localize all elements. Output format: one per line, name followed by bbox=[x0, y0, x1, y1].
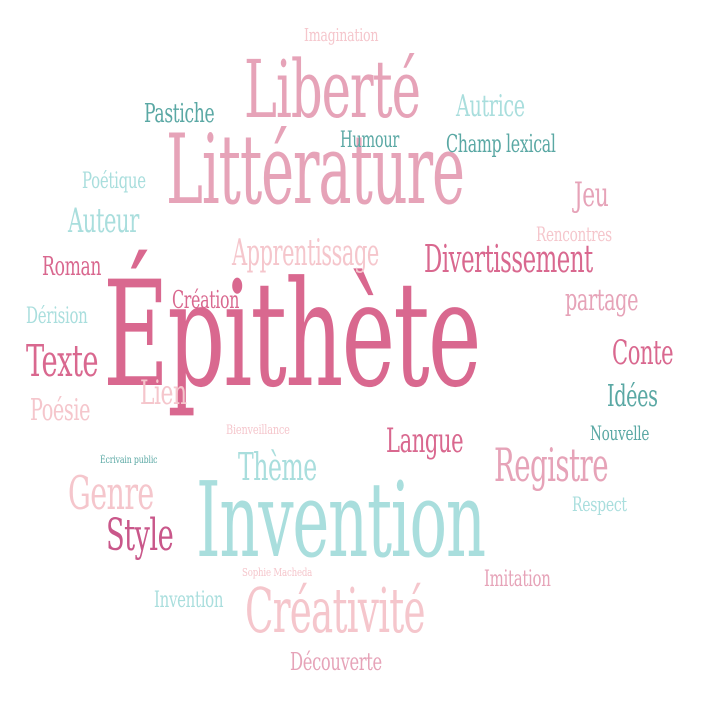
word-auteur: Auteur bbox=[68, 201, 139, 241]
word-liberte: Liberté bbox=[244, 43, 421, 136]
word-registre: Registre bbox=[494, 438, 609, 492]
word-humour: Humour bbox=[340, 128, 400, 153]
word-roman: Roman bbox=[42, 252, 102, 282]
word-pastiche: Pastiche bbox=[144, 99, 215, 129]
word-poesie: Poésie bbox=[30, 393, 91, 428]
word-decouverte: Découverte bbox=[290, 648, 382, 676]
word-langue: Langue bbox=[386, 421, 464, 461]
word-partage: partage bbox=[565, 283, 639, 318]
word-sophie-macheda: Sophie Macheda bbox=[242, 566, 313, 579]
word-style: Style bbox=[106, 510, 174, 561]
word-bienveillance: Bienveillance bbox=[226, 423, 290, 438]
word-invention-small: Invention bbox=[154, 588, 224, 613]
word-texte: Texte bbox=[26, 336, 99, 387]
word-ecrivain-public: Écrivain public bbox=[100, 455, 158, 466]
word-poetique: Poétique bbox=[82, 169, 146, 194]
word-theme: Thème bbox=[238, 445, 317, 489]
word-imagination: Imagination bbox=[304, 25, 379, 46]
word-creation: Création bbox=[172, 286, 240, 314]
word-imitation: Imitation bbox=[484, 567, 551, 592]
word-apprentissage: Apprentissage bbox=[232, 233, 379, 274]
word-lien: Lien bbox=[140, 373, 187, 413]
word-creativite: Créativité bbox=[245, 574, 425, 647]
word-idees: Idées bbox=[607, 379, 658, 414]
word-rencontres: Rencontres bbox=[536, 222, 612, 246]
word-conte: Conte bbox=[612, 333, 674, 373]
word-jeu: Jeu bbox=[574, 175, 609, 215]
word-epithete: Épithète bbox=[103, 250, 481, 420]
word-champ-lexical: Champ lexical bbox=[446, 130, 556, 158]
word-litterature: Littérature bbox=[166, 114, 465, 226]
word-autrice: Autrice bbox=[456, 89, 525, 124]
word-derision: Dérision bbox=[26, 304, 88, 329]
word-respect: Respect bbox=[572, 492, 627, 516]
word-invention-large: Invention bbox=[196, 459, 486, 581]
word-nouvelle: Nouvelle bbox=[590, 421, 650, 445]
word-divertissement: Divertissement bbox=[424, 237, 593, 281]
word-genre: Genre bbox=[68, 466, 154, 520]
